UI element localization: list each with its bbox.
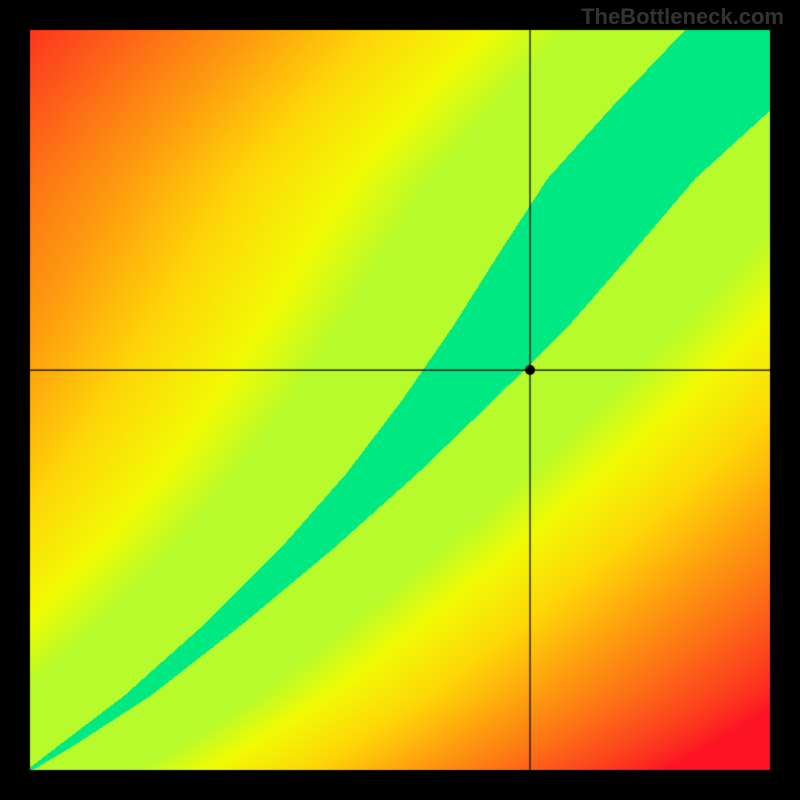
chart-container: TheBottleneck.com (0, 0, 800, 800)
watermark-label: TheBottleneck.com (581, 4, 784, 30)
heatmap-canvas (0, 0, 800, 800)
